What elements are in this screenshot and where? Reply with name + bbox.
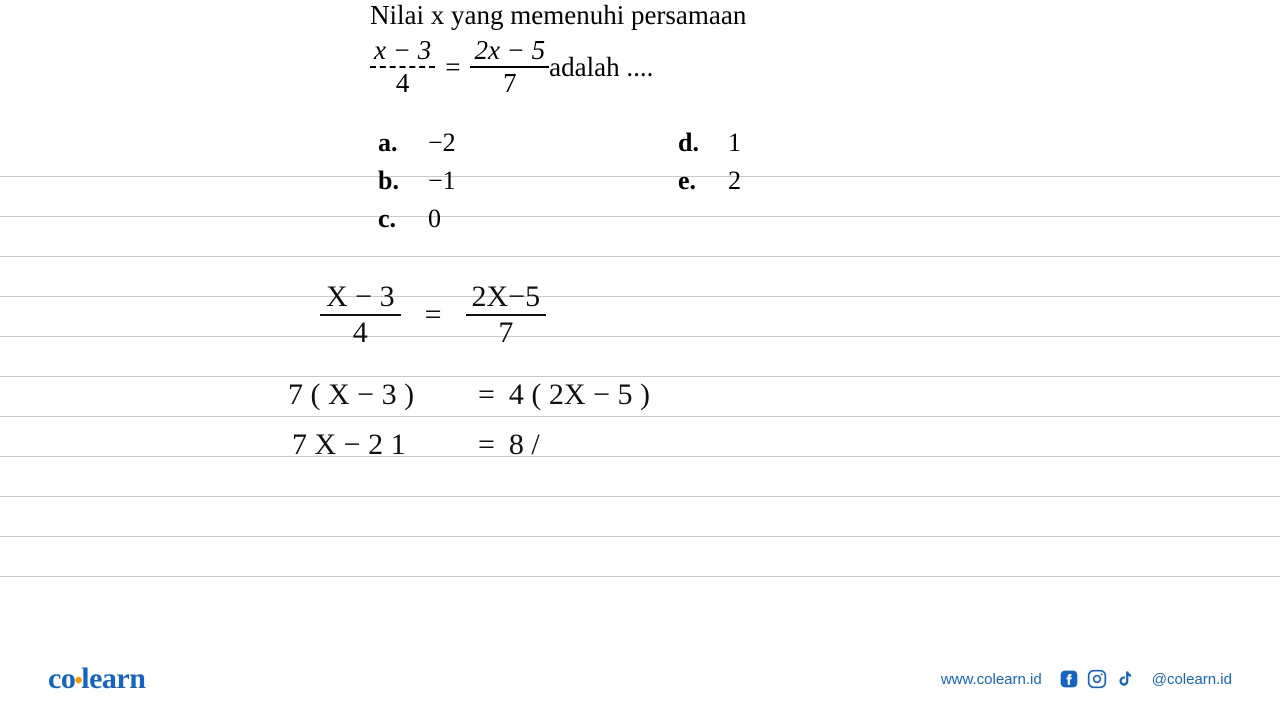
hw-frac1-den: 4 (347, 316, 374, 350)
ruled-line (0, 336, 1280, 337)
option-a-value: −2 (428, 128, 456, 158)
ruled-line (0, 376, 1280, 377)
question-trailing: adalah .... (549, 52, 653, 83)
logo: co•learn (48, 662, 145, 696)
hw-fraction-2: 2X−5 7 (466, 280, 547, 350)
hw-equals-3: = (478, 428, 495, 462)
social-icons (1058, 668, 1136, 690)
frac2-numerator: 2x − 5 (474, 35, 545, 65)
ruled-lines (0, 0, 1280, 720)
option-e-value: 2 (728, 166, 741, 196)
website-text: www.colearn.id (941, 671, 1042, 688)
hw-equals-1: = (425, 298, 442, 332)
instagram-icon (1086, 668, 1108, 690)
ruled-line (0, 496, 1280, 497)
option-d-value: 1 (728, 128, 741, 158)
footer-right: www.colearn.id @colearn.id (941, 668, 1232, 690)
ruled-line (0, 536, 1280, 537)
option-row-3: c. 0 (378, 204, 741, 234)
fraction-2: 2x − 5 7 (470, 35, 549, 99)
handwriting-line1: X − 3 4 = 2X−5 7 (320, 280, 546, 350)
option-c-value: 0 (428, 204, 441, 234)
logo-co: co (48, 662, 75, 695)
footer: co•learn www.colearn.id @colearn.id (0, 662, 1280, 696)
fraction-1: x − 3 4 (370, 35, 435, 99)
option-d-label: d. (678, 128, 728, 158)
hw-fraction-1: X − 3 4 (320, 280, 401, 350)
option-e-label: e. (678, 166, 728, 196)
hw-frac2-num: 2X−5 (466, 280, 547, 316)
frac2-denominator: 7 (499, 68, 521, 99)
handwriting-line2: 7 ( X − 3 ) = 4 ( 2X − 5 ) (288, 378, 650, 412)
hw-frac1-num: X − 3 (320, 280, 401, 316)
ruled-line (0, 576, 1280, 577)
handwriting-line3: 7 X − 2 1 = 8 / (292, 428, 540, 462)
option-a-label: a. (378, 128, 428, 158)
question-equation: x − 3 4 = 2x − 5 7 adalah .... (370, 35, 910, 99)
option-row-1: a. −2 d. 1 (378, 128, 741, 158)
hw-frac2-den: 7 (492, 316, 519, 350)
tiktok-icon (1114, 668, 1136, 690)
frac1-denominator: 4 (392, 68, 414, 99)
options-block: a. −2 d. 1 b. −1 e. 2 c. 0 (378, 128, 741, 242)
option-b-value: −1 (428, 166, 456, 196)
option-b-label: b. (378, 166, 428, 196)
hw-line2-right: 4 ( 2X − 5 ) (509, 378, 650, 412)
hw-line3-left: 7 X − 2 1 (292, 428, 464, 462)
option-c-label: c. (378, 204, 428, 234)
hw-line2-left: 7 ( X − 3 ) (288, 378, 464, 412)
option-row-2: b. −1 e. 2 (378, 166, 741, 196)
equals-sign: = (445, 52, 460, 83)
frac1-numerator: x − 3 (374, 35, 431, 65)
question-block: Nilai x yang memenuhi persamaan x − 3 4 … (370, 0, 910, 99)
ruled-line (0, 456, 1280, 457)
logo-learn: learn (81, 662, 145, 695)
social-handle: @colearn.id (1152, 671, 1232, 688)
ruled-line (0, 256, 1280, 257)
ruled-line (0, 416, 1280, 417)
hw-line3-right: 8 / (509, 428, 540, 462)
question-prompt: Nilai x yang memenuhi persamaan (370, 0, 910, 31)
hw-equals-2: = (478, 378, 495, 412)
ruled-line (0, 296, 1280, 297)
facebook-icon (1058, 668, 1080, 690)
